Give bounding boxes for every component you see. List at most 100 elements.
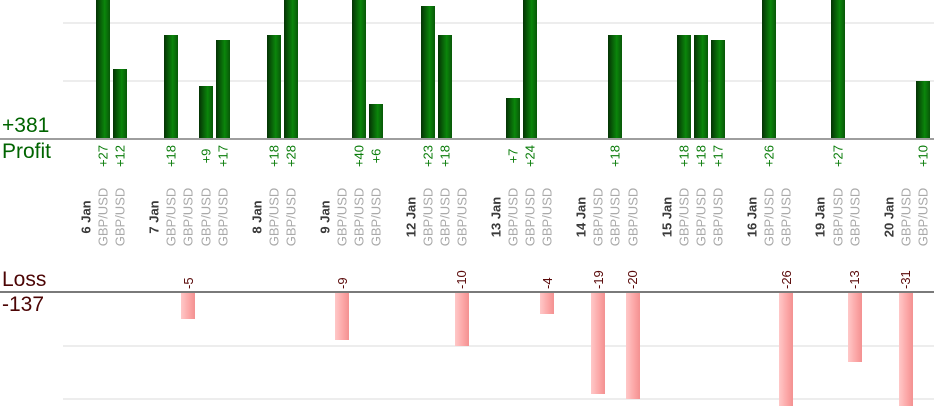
- loss-value-label: -26: [778, 270, 794, 289]
- profit-axis-title: Profit: [2, 140, 52, 163]
- symbol-label: GBP/USD: [454, 187, 470, 247]
- symbol-label: GBP/USD: [368, 187, 384, 247]
- loss-value-label: -4: [539, 277, 555, 289]
- date-label: 6 Jan: [78, 200, 94, 234]
- date-label: 12 Jan: [403, 196, 419, 238]
- profit-value-label: +27: [95, 144, 111, 168]
- loss-bar: [591, 292, 606, 394]
- symbol-label: GBP/USD: [607, 187, 623, 247]
- loss-bar: [335, 292, 350, 341]
- loss-value-label: -31: [898, 270, 914, 289]
- profit-bar: [523, 0, 538, 138]
- date-label: 20 Jan: [881, 196, 897, 238]
- date-label: 14 Jan: [573, 196, 589, 238]
- date-label: 19 Jan: [812, 196, 828, 238]
- profit-value-label: +18: [266, 144, 282, 168]
- symbol-label: GBP/USD: [505, 187, 521, 247]
- profit-value-label: +40: [351, 144, 367, 168]
- profit-bar: [506, 97, 520, 138]
- symbol-label: GBP/USD: [437, 187, 453, 247]
- symbol-label: GBP/USD: [693, 187, 709, 247]
- profit-bar: [164, 34, 179, 138]
- symbol-label: GBP/USD: [778, 187, 794, 247]
- profit-bar: [693, 34, 708, 138]
- profit-bar: [437, 34, 452, 138]
- profit-bar: [830, 0, 845, 138]
- profit-value-label: +23: [420, 144, 436, 168]
- date-label: 9 Jan: [317, 200, 333, 234]
- loss-value-label: -20: [625, 270, 641, 289]
- date-label: 7 Jan: [146, 200, 162, 234]
- loss-value-label: -19: [590, 270, 606, 289]
- profit-bar: [608, 34, 623, 138]
- loss-bar: [898, 292, 913, 406]
- profit-bar: [676, 34, 691, 138]
- profit-bar: [352, 0, 367, 138]
- profit-bar: [215, 40, 230, 138]
- loss-gridline: [63, 398, 934, 401]
- profit-value-label: +18: [607, 144, 623, 168]
- profit-value-label: +18: [437, 144, 453, 168]
- profit-bar: [283, 0, 298, 138]
- date-label: 15 Jan: [659, 196, 675, 238]
- symbol-label: GBP/USD: [420, 187, 436, 247]
- profit-axis-line: [0, 137, 934, 140]
- symbol-label: GBP/USD: [215, 187, 231, 247]
- loss-value-label: -10: [454, 270, 470, 289]
- profit-bar: [266, 34, 281, 138]
- profit-bar: [915, 80, 930, 138]
- symbol-label: GBP/USD: [830, 187, 846, 247]
- profit-value-label: +27: [830, 144, 846, 168]
- loss-bar: [540, 292, 555, 314]
- symbol-label: GBP/USD: [95, 187, 111, 247]
- profit-bar: [710, 40, 725, 138]
- symbol-label: GBP/USD: [163, 187, 179, 247]
- profit-bar: [96, 0, 111, 138]
- symbol-label: GBP/USD: [351, 187, 367, 247]
- loss-bar: [454, 292, 469, 346]
- profit-value-label: +18: [163, 144, 179, 168]
- profit-gridline: [63, 22, 934, 24]
- symbol-label: GBP/USD: [266, 187, 282, 247]
- symbol-label: GBP/USD: [625, 187, 641, 247]
- profit-value-label: +7: [505, 148, 521, 164]
- loss-bar: [779, 292, 794, 406]
- profit-value-label: +17: [215, 144, 231, 168]
- loss-value-label: -9: [334, 277, 350, 289]
- profit-value-label: +12: [112, 144, 128, 168]
- profit-bar: [762, 0, 777, 138]
- profit-bar: [198, 86, 213, 138]
- symbol-label: GBP/USD: [761, 187, 777, 247]
- profit-value-label: +17: [710, 144, 726, 168]
- profit-value-label: +24: [522, 144, 538, 168]
- symbol-label: GBP/USD: [180, 187, 196, 247]
- symbol-label: GBP/USD: [847, 187, 863, 247]
- profit-value-label: +10: [915, 144, 931, 168]
- loss-value-label: -13: [847, 270, 863, 289]
- symbol-label: GBP/USD: [522, 187, 538, 247]
- profit-bar: [113, 69, 128, 138]
- date-label: 16 Jan: [744, 196, 760, 238]
- profit-value-label: +9: [198, 148, 214, 164]
- profit-value-label: +28: [283, 144, 299, 168]
- loss-axis-line: [0, 290, 934, 293]
- profit-value-label: +26: [761, 144, 777, 168]
- loss-value-label: -5: [180, 277, 196, 289]
- profit-bar: [420, 5, 435, 138]
- symbol-label: GBP/USD: [915, 187, 931, 247]
- loss-total-label: -137: [2, 293, 45, 316]
- symbol-label: GBP/USD: [898, 187, 914, 247]
- loss-bar: [625, 292, 640, 400]
- loss-bar: [847, 292, 862, 362]
- symbol-label: GBP/USD: [112, 187, 128, 247]
- profit-value-label: +6: [368, 148, 384, 164]
- loss-bar: [181, 292, 196, 320]
- profit-gridline: [63, 79, 934, 82]
- profit-bar: [369, 103, 384, 138]
- loss-axis-title: Loss: [2, 268, 47, 291]
- date-label: 13 Jan: [488, 196, 504, 238]
- symbol-label: GBP/USD: [283, 187, 299, 247]
- symbol-label: GBP/USD: [590, 187, 606, 247]
- symbol-label: GBP/USD: [198, 187, 214, 247]
